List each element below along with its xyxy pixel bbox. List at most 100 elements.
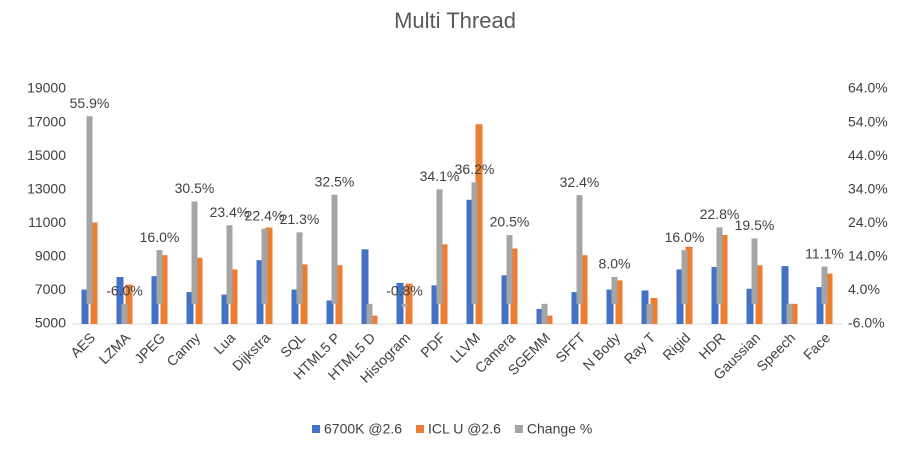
bar (401, 303, 408, 307)
bar (466, 199, 474, 324)
bar (90, 222, 98, 324)
bar (580, 255, 588, 324)
bar (510, 248, 518, 324)
data-label: 20.5% (490, 214, 530, 230)
bar (825, 273, 833, 324)
bar (611, 277, 618, 304)
data-label: 19.5% (735, 217, 775, 233)
data-label: 32.5% (315, 173, 355, 189)
bar (261, 228, 268, 304)
bar (116, 277, 124, 324)
bar (291, 289, 299, 324)
bar (746, 288, 754, 324)
x-tick-label: Canny (163, 329, 203, 369)
x-tick-label: Speech (753, 329, 798, 374)
x-tick-label: Lua (210, 329, 238, 357)
x-tick-label: PDF (417, 329, 448, 360)
bar (576, 195, 583, 304)
bar (86, 116, 93, 304)
bar (230, 269, 238, 324)
bar (571, 292, 579, 324)
x-tick-label: Face (800, 329, 833, 362)
legend-swatch (514, 425, 523, 433)
bar (506, 235, 513, 304)
legend-swatch (312, 425, 320, 433)
bar (221, 294, 229, 324)
bar (711, 266, 719, 324)
bar (755, 265, 763, 324)
data-label: 11.1% (805, 245, 844, 261)
data-label: -0.8% (386, 283, 423, 299)
legend-label: Change % (527, 421, 592, 437)
bar (646, 303, 653, 324)
data-label: 23.4% (210, 204, 250, 220)
x-tick-label: N Body (579, 329, 623, 373)
y2-tick-label: 44.0% (848, 147, 888, 163)
data-label: 22.4% (245, 207, 285, 223)
y2-tick-label: 14.0% (848, 248, 888, 264)
data-label: 55.9% (70, 95, 110, 111)
data-label: 8.0% (599, 256, 631, 272)
legend-swatch (416, 425, 425, 433)
bar (716, 227, 723, 304)
bar (685, 246, 693, 324)
data-label: 30.5% (175, 180, 215, 196)
bar (331, 194, 338, 304)
legend-label: ICL U @2.6 (428, 421, 501, 437)
y-tick-label: 9000 (35, 248, 66, 264)
bar (151, 276, 159, 324)
bar (790, 303, 798, 324)
y-tick-label: 17000 (27, 113, 66, 129)
y-tick-label: 15000 (27, 147, 66, 163)
x-tick-label: AES (67, 329, 98, 360)
data-label: 36.2% (455, 161, 495, 177)
bar (226, 225, 233, 304)
y2-tick-label: 34.0% (848, 180, 888, 196)
x-tick-label: SQL (277, 329, 308, 360)
bar (501, 275, 509, 324)
y-tick-label: 13000 (27, 180, 66, 196)
data-label: 21.3% (280, 211, 320, 227)
bar (541, 303, 548, 324)
y2-tick-label: 64.0% (848, 80, 888, 96)
y-tick-label: 19000 (27, 80, 66, 96)
bar (191, 201, 198, 304)
x-tick-label: JPEG (131, 329, 168, 366)
bar (681, 250, 688, 304)
bar (125, 284, 133, 324)
bar (781, 266, 789, 324)
y2-tick-label: 54.0% (848, 113, 888, 129)
bar (545, 315, 553, 324)
bar (650, 297, 658, 324)
bar (265, 227, 273, 324)
y2-tick-label: -6.0% (848, 315, 885, 331)
bar (121, 303, 128, 324)
data-label: 32.4% (560, 174, 600, 190)
bar (361, 249, 369, 324)
bar (396, 282, 404, 324)
bar (641, 290, 649, 324)
bar (475, 124, 483, 324)
data-label: 34.1% (420, 168, 460, 184)
bar (720, 235, 728, 324)
bar (751, 238, 758, 304)
bar (471, 182, 478, 304)
data-label: 16.0% (665, 229, 705, 245)
data-label: 22.8% (700, 206, 740, 222)
bar (615, 280, 623, 324)
bar (606, 289, 614, 324)
data-label: -6.0% (106, 283, 143, 299)
bar (405, 283, 413, 324)
x-tick-label: Rigid (659, 329, 693, 363)
bar (436, 189, 443, 304)
legend-label: 6700K @2.6 (324, 421, 402, 437)
bar (256, 260, 264, 324)
bar (335, 265, 343, 324)
bar (326, 300, 334, 324)
bar (81, 289, 89, 324)
chart-title: Multi Thread (394, 8, 516, 33)
bar (296, 232, 303, 304)
y-tick-label: 5000 (35, 315, 66, 331)
bar (431, 285, 439, 324)
